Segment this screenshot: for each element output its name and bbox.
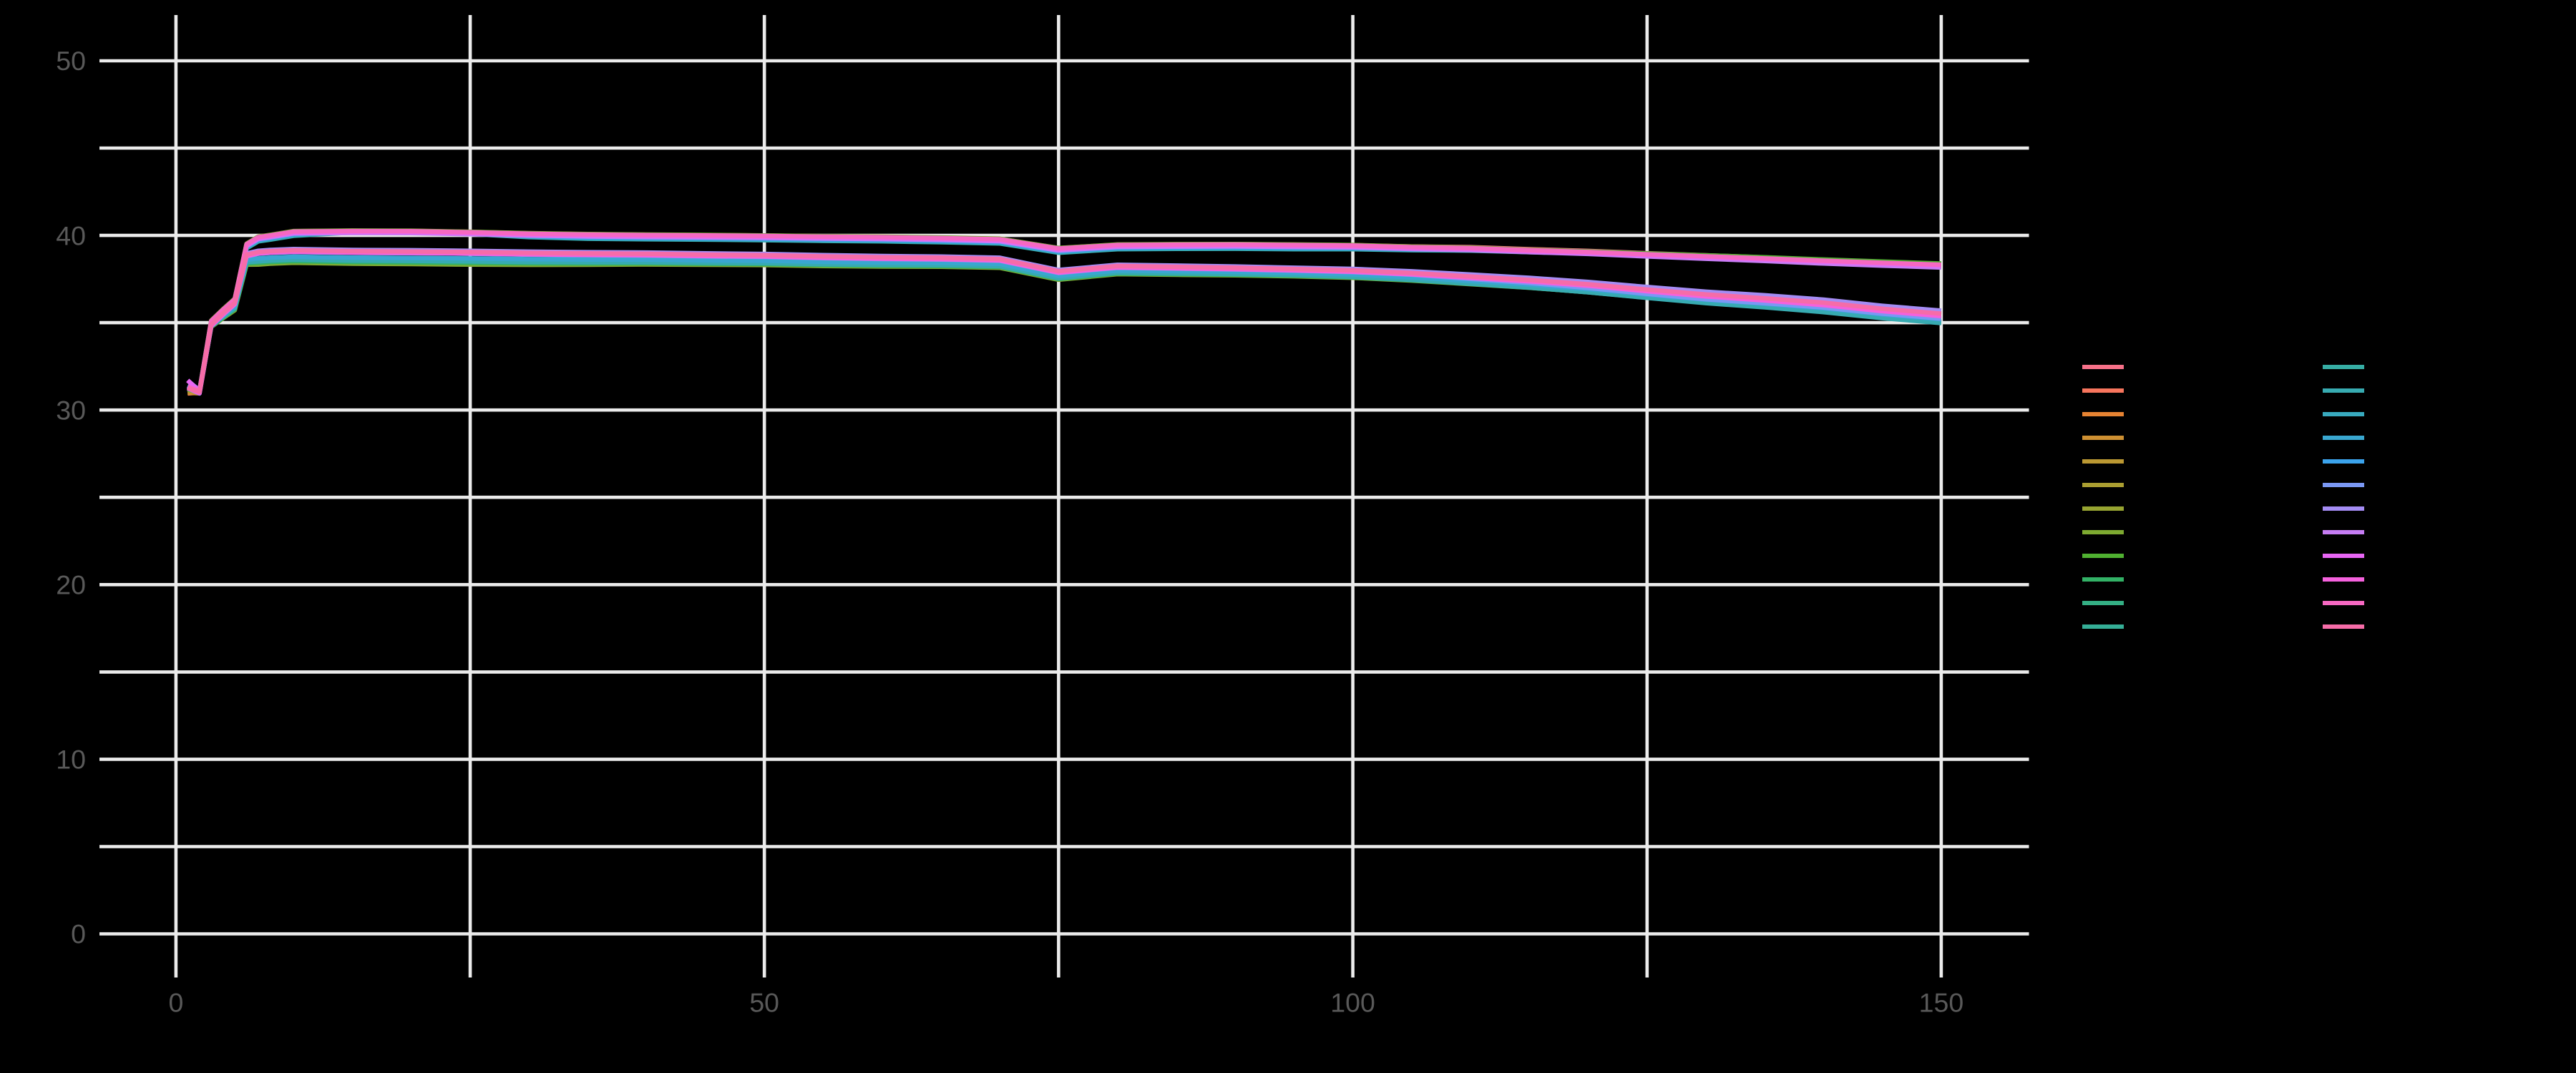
svg-text:150: 150 (1919, 988, 1964, 1018)
svg-text:50: 50 (56, 46, 86, 76)
svg-text:0: 0 (71, 919, 86, 949)
svg-text:0: 0 (168, 988, 183, 1018)
svg-text:20: 20 (56, 570, 86, 600)
svg-text:40: 40 (56, 220, 86, 250)
svg-text:50: 50 (749, 988, 779, 1018)
svg-text:100: 100 (1330, 988, 1375, 1018)
svg-text:30: 30 (56, 395, 86, 425)
svg-text:10: 10 (56, 745, 86, 775)
